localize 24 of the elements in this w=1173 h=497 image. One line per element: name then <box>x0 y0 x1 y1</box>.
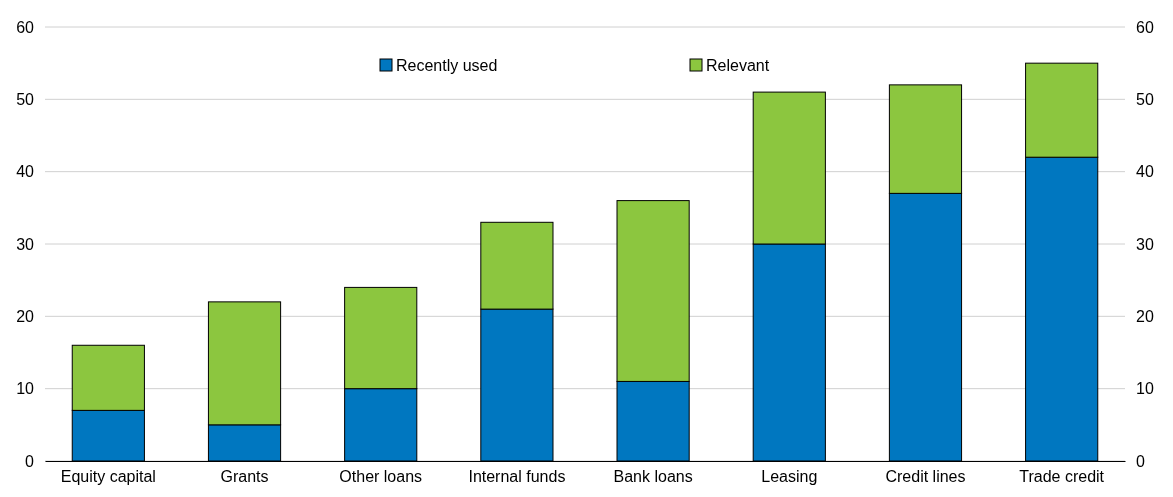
y-tick-label: 0 <box>25 452 35 470</box>
x-tick-label: Bank loans <box>613 468 693 486</box>
legend-label: Relevant <box>706 56 770 74</box>
x-tick-label: Credit lines <box>885 468 966 486</box>
y-tick-label: 10 <box>16 380 35 398</box>
y-tick-label: 20 <box>16 307 35 325</box>
y2-tick-label: 20 <box>1136 307 1154 325</box>
y-tick-label: 60 <box>16 18 35 36</box>
y2-tick-label: 10 <box>1136 380 1154 398</box>
y2-tick-label: 50 <box>1136 90 1154 108</box>
y2-tick-label: 30 <box>1136 235 1154 253</box>
x-tick-label: Leasing <box>761 468 818 486</box>
x-tick-label: Equity capital <box>60 468 156 486</box>
x-tick-label: Other loans <box>339 468 423 486</box>
legend-label: Recently used <box>396 56 498 74</box>
y-tick-label: 40 <box>16 163 35 181</box>
x-tick-label: Trade credit <box>1019 468 1105 486</box>
x-tick-label: Grants <box>220 468 269 486</box>
y-tick-label: 50 <box>16 90 35 108</box>
y2-tick-label: 0 <box>1136 452 1145 470</box>
y2-tick-label: 40 <box>1136 163 1154 181</box>
y-tick-label: 30 <box>16 235 35 253</box>
x-tick-label: Internal funds <box>468 468 566 486</box>
y2-tick-label: 60 <box>1136 18 1154 36</box>
